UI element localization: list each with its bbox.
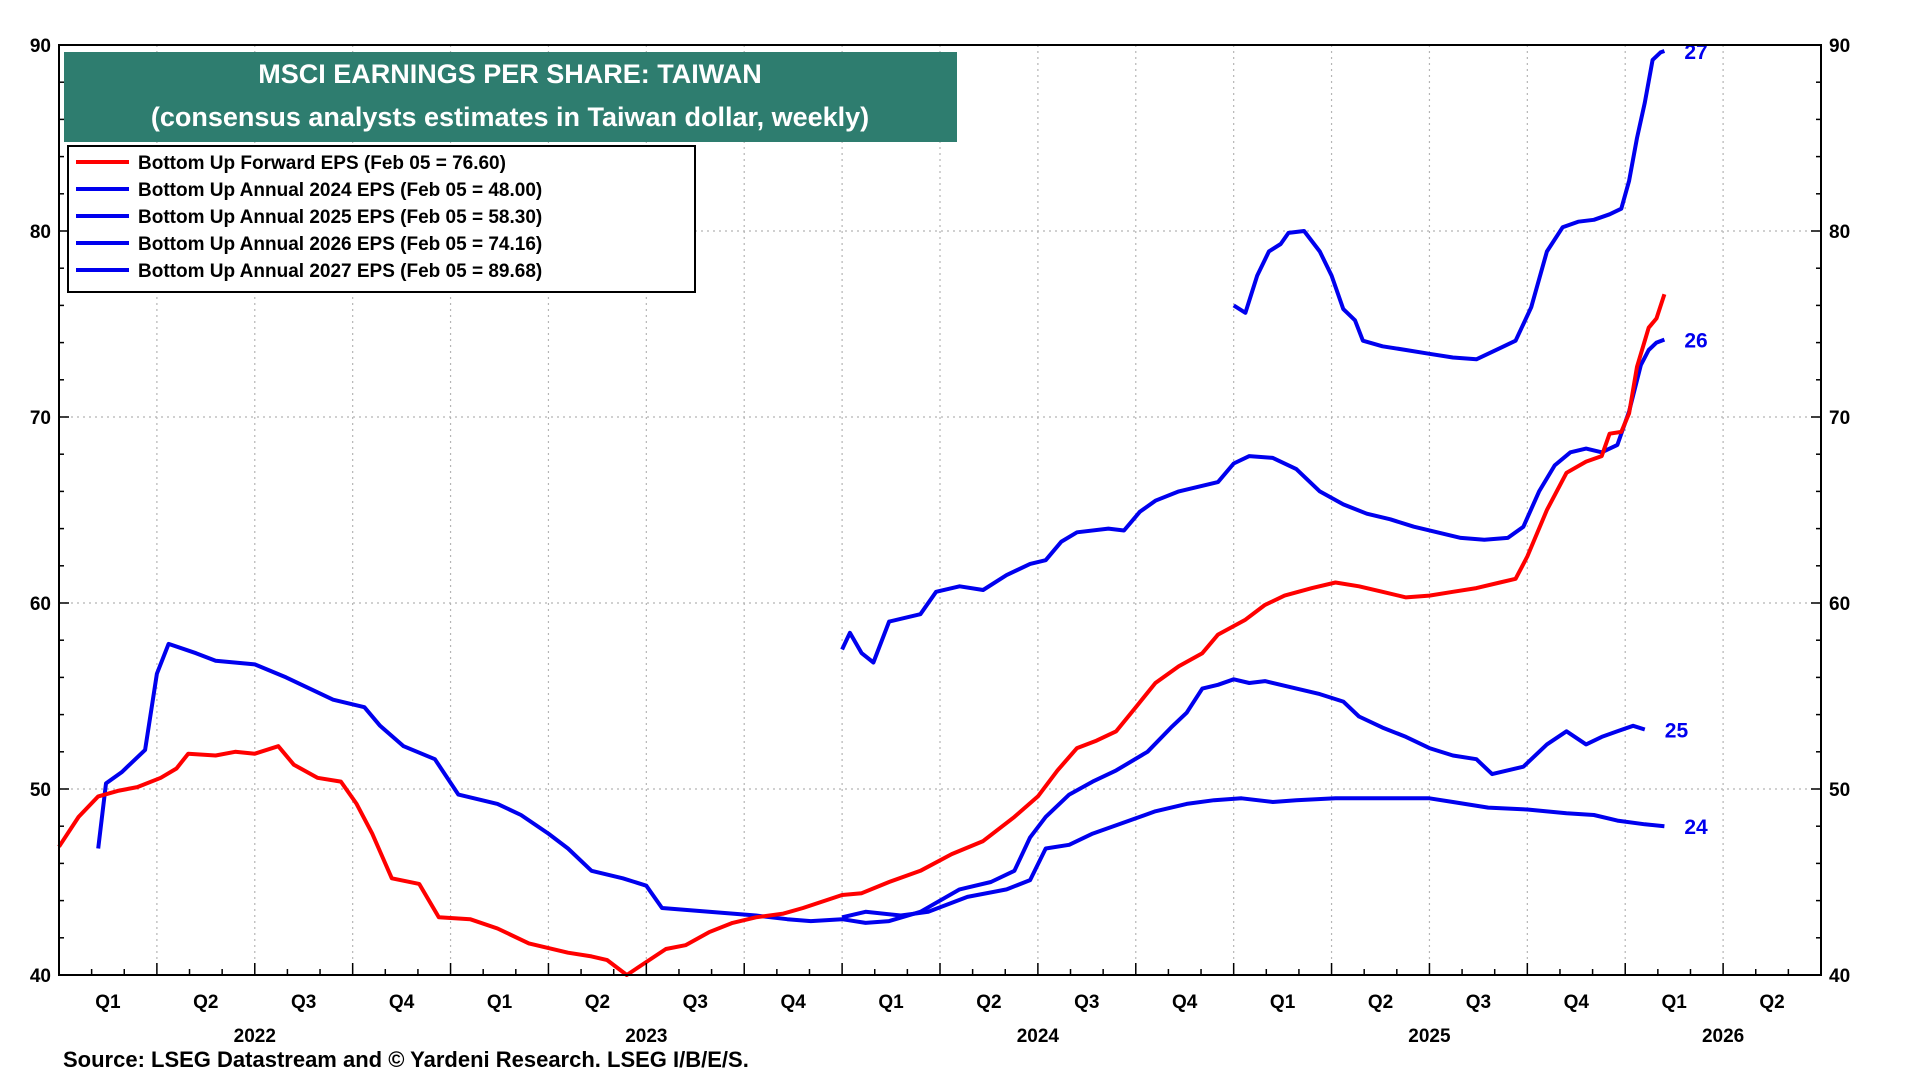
y-tick-label-right: 70 (1829, 408, 1850, 429)
y-tick-label-right: 90 (1829, 36, 1850, 57)
title-box-background (64, 52, 957, 142)
chart-title: MSCI EARNINGS PER SHARE: TAIWAN (258, 59, 762, 89)
x-quarter-label: Q4 (780, 992, 806, 1013)
x-quarter-label: Q2 (976, 992, 1001, 1013)
x-quarter-label: Q3 (1074, 992, 1099, 1013)
y-tick-label-right: 80 (1829, 222, 1850, 243)
y-tick-label-left: 90 (30, 36, 51, 57)
x-year-label: 2023 (625, 1026, 667, 1047)
legend-item-2025: Bottom Up Annual 2025 EPS (Feb 05 = 58.3… (138, 207, 542, 228)
x-year-label: 2022 (234, 1026, 276, 1047)
x-quarter-label: Q2 (1759, 992, 1784, 1013)
y-tick-label-left: 40 (30, 966, 51, 987)
x-year-label: 2024 (1017, 1026, 1060, 1047)
series-end-label: 27 (1684, 41, 1707, 64)
legend-item-2024: Bottom Up Annual 2024 EPS (Feb 05 = 48.0… (138, 180, 542, 201)
x-year-label: 2026 (1702, 1026, 1744, 1047)
series-end-label: 25 (1665, 719, 1689, 742)
legend-item-2026: Bottom Up Annual 2026 EPS (Feb 05 = 74.1… (138, 234, 542, 255)
x-quarter-label: Q4 (389, 992, 415, 1013)
series-end-label: 24 (1684, 816, 1708, 839)
legend-item-forward: Bottom Up Forward EPS (Feb 05 = 76.60) (138, 153, 506, 174)
x-quarter-label: Q3 (1466, 992, 1491, 1013)
y-tick-label-left: 70 (30, 408, 51, 429)
x-quarter-label: Q2 (193, 992, 218, 1013)
source-note: Source: LSEG Datastream and © Yardeni Re… (63, 1047, 749, 1072)
y-tick-label-right: 60 (1829, 594, 1850, 615)
x-quarter-label: Q1 (1661, 992, 1687, 1013)
x-quarter-label: Q1 (1270, 992, 1296, 1013)
x-year-label: 2025 (1408, 1026, 1451, 1047)
x-quarter-label: Q4 (1564, 992, 1590, 1013)
series-line-bottom-up-annual-2026-eps (840, 337, 1666, 665)
y-tick-label-left: 50 (30, 780, 51, 801)
y-tick-label-right: 40 (1829, 966, 1850, 987)
y-tick-label-left: 60 (30, 594, 51, 615)
x-quarter-label: Q4 (1172, 992, 1198, 1013)
x-quarter-label: Q3 (683, 992, 708, 1013)
x-quarter-label: Q1 (95, 992, 121, 1013)
legend-frame (67, 145, 696, 293)
legend-item-2027: Bottom Up Annual 2027 EPS (Feb 05 = 89.6… (138, 261, 542, 282)
series-end-label: 26 (1684, 330, 1707, 353)
y-tick-label-right: 50 (1829, 780, 1850, 801)
series-line-bottom-up-annual-2025-eps (96, 641, 1646, 925)
y-tick-label-left: 80 (30, 222, 51, 243)
chart-subtitle: (consensus analysts estimates in Taiwan … (151, 102, 869, 132)
series-line-bottom-up-forward-eps (57, 293, 1667, 977)
series-layer: 24 25 26 27 (57, 41, 1708, 977)
x-quarter-label: Q1 (487, 992, 513, 1013)
title-box: MSCI EARNINGS PER SHARE: TAIWAN (consens… (64, 52, 957, 142)
x-quarter-label: Q2 (1368, 992, 1393, 1013)
series-line-bottom-up-annual-2027-eps (1232, 49, 1666, 362)
x-quarter-label: Q1 (878, 992, 904, 1013)
axis-layer: 40 40 50 50 60 60 70 70 80 80 90 90 Q1 Q2 Q3 Q4 Q1 Q2 Q3 Q4… (30, 36, 1850, 1047)
series-line-bottom-up-annual-2024-eps (841, 796, 1665, 920)
x-quarter-label: Q2 (585, 992, 610, 1013)
legend: Bottom Up Forward EPS (Feb 05 = 76.60) B… (67, 145, 696, 293)
x-quarter-label: Q3 (291, 992, 316, 1013)
